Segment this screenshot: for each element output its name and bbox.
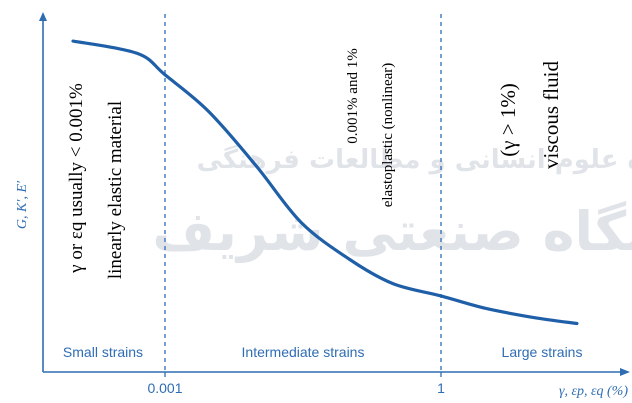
y-axis-arrow [39,12,47,21]
region-label-small: Small strains [63,344,143,360]
curve-points [72,40,578,324]
x-axis-arrow [620,368,630,376]
annotation-small-condition: γ or εq usually < 0.001% [66,83,87,274]
watermark-line-1: ژوهشگاه علوم انسانی و مطالعات فرهنگی [197,144,632,175]
x-tick-label-0.001: 0.001 [147,380,182,396]
annotation-large-condition: (γ > 1%) [496,83,520,157]
annotation-large-behavior: viscous fluid [539,61,563,169]
annotation-small-behavior: linearly elastic material [105,101,126,279]
x-axis-label: γ, εp, εq (%) [559,384,628,399]
region-label-large: Large strains [502,344,583,360]
region-label-intermediate: Intermediate strains [242,344,365,360]
annotation-mid-behavior: elastoplastic (nonlinear) [380,63,396,208]
annotation-mid-condition: 0.001% and 1% [345,48,361,143]
modulus-curve [71,39,579,326]
x-tick-label-1: 1 [437,380,445,396]
watermark-line-2: دانشگاه صنعتی شریف [152,200,632,263]
y-axis-label: G, K′, E′ [15,180,30,229]
watermark: ژوهشگاه علوم انسانی و مطالعات فرهنگی دان… [152,144,632,263]
